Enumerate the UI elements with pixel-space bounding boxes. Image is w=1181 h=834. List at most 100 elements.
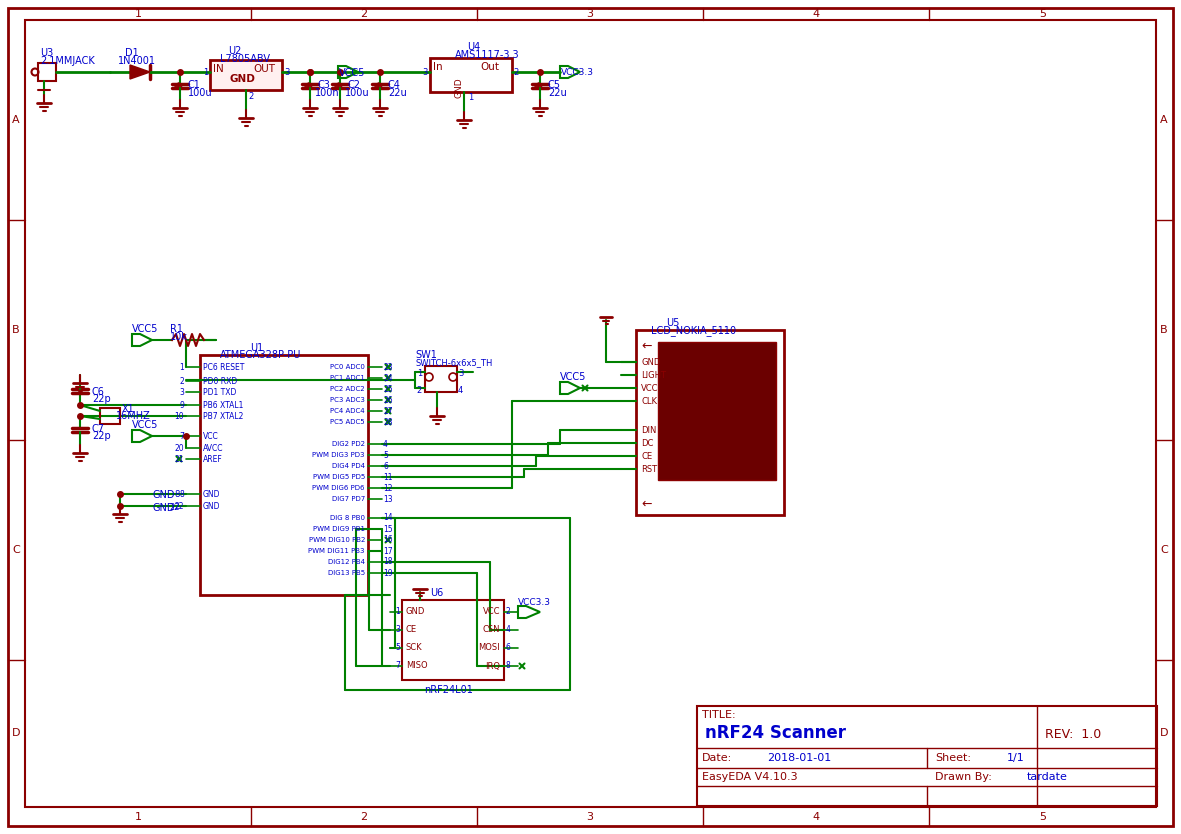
- Text: 4: 4: [813, 9, 820, 19]
- Bar: [697, 706, 1157, 806]
- Text: GND: GND: [203, 501, 221, 510]
- Text: PC3 ADC3: PC3 ADC3: [331, 397, 365, 403]
- Text: VCC5: VCC5: [132, 324, 158, 334]
- Text: 28: 28: [383, 418, 392, 426]
- Text: 16MHZ: 16MHZ: [116, 411, 151, 421]
- Text: 5: 5: [396, 644, 400, 652]
- Text: VCC5: VCC5: [339, 68, 365, 78]
- Text: 5: 5: [1039, 812, 1046, 822]
- Bar: [100, 408, 120, 424]
- Text: ←: ←: [641, 340, 652, 353]
- Bar: [210, 60, 282, 90]
- Text: C2: C2: [348, 80, 361, 90]
- Text: VCC: VCC: [641, 384, 659, 393]
- Text: 1: 1: [203, 68, 208, 77]
- Text: VCC5: VCC5: [560, 372, 587, 382]
- Text: +: +: [172, 80, 183, 93]
- Text: 25: 25: [383, 384, 392, 394]
- Text: 4: 4: [458, 386, 463, 395]
- Text: 17: 17: [383, 546, 392, 555]
- Text: 6: 6: [383, 461, 387, 470]
- Text: DIG7 PD7: DIG7 PD7: [332, 496, 365, 502]
- Text: D1: D1: [125, 48, 138, 58]
- Text: +: +: [304, 80, 314, 93]
- Text: LCD_NOKIA_5110: LCD_NOKIA_5110: [651, 325, 736, 336]
- Text: A: A: [12, 115, 20, 125]
- Text: 3: 3: [587, 9, 594, 19]
- Text: DIG12 PB4: DIG12 PB4: [328, 559, 365, 565]
- Text: 4: 4: [813, 812, 820, 822]
- Text: 4: 4: [505, 626, 511, 635]
- Text: 1: 1: [135, 9, 142, 19]
- Text: C: C: [12, 545, 20, 555]
- Text: nRF24L01: nRF24L01: [424, 685, 472, 695]
- Text: 1N4001: 1N4001: [118, 56, 156, 66]
- Text: 3: 3: [587, 812, 594, 822]
- Text: OUT: OUT: [253, 64, 275, 74]
- Text: 7: 7: [180, 431, 184, 440]
- Text: PB6 XTAL1: PB6 XTAL1: [203, 400, 243, 409]
- Text: 22u: 22u: [548, 88, 567, 98]
- Text: 2: 2: [180, 376, 184, 385]
- Text: GND: GND: [203, 490, 221, 499]
- Text: EasyEDA V4.10.3: EasyEDA V4.10.3: [702, 772, 797, 782]
- Text: IN: IN: [213, 64, 223, 74]
- Text: 6: 6: [505, 644, 511, 652]
- Text: PC5 ADC5: PC5 ADC5: [331, 419, 365, 425]
- Text: GND: GND: [406, 607, 425, 616]
- Text: 1: 1: [417, 369, 422, 378]
- Text: C7: C7: [92, 424, 105, 434]
- Text: 1: 1: [135, 812, 142, 822]
- Text: ←: ←: [641, 498, 652, 511]
- Text: R1: R1: [170, 324, 183, 334]
- Text: REV:  1.0: REV: 1.0: [1045, 728, 1101, 741]
- Text: 1: 1: [180, 363, 184, 371]
- Text: 15: 15: [383, 525, 392, 534]
- Text: 20: 20: [175, 444, 184, 453]
- Text: DIG13 PB5: DIG13 PB5: [328, 570, 365, 576]
- Text: GND: GND: [455, 78, 464, 98]
- Text: PWM DIG10 PB2: PWM DIG10 PB2: [308, 537, 365, 543]
- Text: PC1 ADC1: PC1 ADC1: [331, 375, 365, 381]
- Text: PC4 ADC4: PC4 ADC4: [331, 408, 365, 414]
- Bar: [402, 600, 504, 680]
- Text: 27: 27: [383, 406, 392, 415]
- Text: 5: 5: [1039, 9, 1046, 19]
- Bar: [658, 342, 776, 480]
- Text: 26: 26: [383, 395, 392, 404]
- Text: U6: U6: [430, 588, 443, 598]
- Bar: [200, 355, 368, 595]
- Text: +: +: [333, 80, 344, 93]
- Text: GND: GND: [152, 503, 175, 513]
- Text: 1: 1: [468, 93, 474, 102]
- Text: 22: 22: [170, 503, 180, 512]
- Text: U3: U3: [40, 48, 53, 58]
- Text: 10k: 10k: [170, 332, 188, 342]
- Text: Sheet:: Sheet:: [935, 753, 971, 763]
- Text: 19: 19: [383, 569, 392, 577]
- Text: VCC3.3: VCC3.3: [561, 68, 594, 77]
- Text: DIG4 PD4: DIG4 PD4: [332, 463, 365, 469]
- Text: tardate: tardate: [1027, 772, 1068, 782]
- Text: DIG 8 PB0: DIG 8 PB0: [329, 515, 365, 521]
- Text: LIGHT: LIGHT: [641, 370, 666, 379]
- Text: 2: 2: [513, 68, 518, 77]
- Text: DIG2 PD2: DIG2 PD2: [332, 441, 365, 447]
- Text: 16: 16: [383, 535, 392, 545]
- Text: 13: 13: [383, 495, 392, 504]
- Text: 11: 11: [383, 473, 392, 481]
- Text: VCC5: VCC5: [132, 420, 158, 430]
- Text: CE: CE: [641, 451, 652, 460]
- Text: 3: 3: [396, 626, 400, 635]
- Text: Date:: Date:: [702, 753, 732, 763]
- Text: 14: 14: [383, 514, 392, 522]
- Text: PWM DIG9 PB1: PWM DIG9 PB1: [313, 526, 365, 532]
- Bar: [425, 366, 457, 392]
- Text: 2: 2: [417, 386, 422, 395]
- Text: PWM DIG3 PD3: PWM DIG3 PD3: [313, 452, 365, 458]
- Bar: [637, 330, 784, 515]
- Text: 8: 8: [505, 661, 510, 671]
- Text: 10: 10: [175, 411, 184, 420]
- Text: 4: 4: [383, 440, 387, 449]
- Text: 7: 7: [396, 661, 400, 671]
